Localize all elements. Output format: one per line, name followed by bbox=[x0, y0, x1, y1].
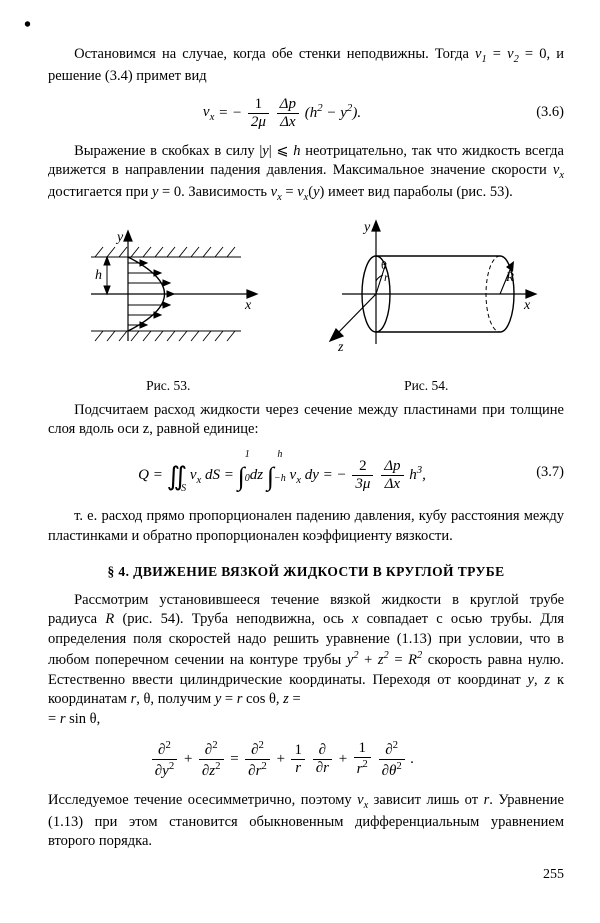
label-big-r: R bbox=[505, 269, 514, 284]
label-x: x bbox=[244, 298, 252, 313]
text: Исследуемое течение осесимметрично, поэт… bbox=[48, 792, 357, 808]
paragraph-3: Подсчитаем расход жидкости через сечение… bbox=[48, 401, 564, 440]
text: Зависимость bbox=[185, 184, 271, 200]
text: Остановимся на случае, когда обе стенки … bbox=[74, 46, 475, 62]
label-x: x bbox=[523, 298, 531, 313]
page-top-mark: • bbox=[24, 12, 564, 39]
equation-body: vx = − 12μ ΔpΔx (h2 − y2). bbox=[48, 97, 516, 130]
label-z: z bbox=[337, 340, 344, 355]
text: зависит лишь от bbox=[368, 792, 483, 808]
figures-row: h y x Рис. 53. bbox=[48, 219, 564, 395]
text: имеет вид параболы (рис. 53). bbox=[324, 184, 512, 200]
paragraph-2: Выражение в скобках в силу |y| ⩽ h неотр… bbox=[48, 142, 564, 206]
inline-math: y = r cos θ, z = bbox=[215, 691, 301, 707]
page: • Остановимся на случае, когда обе стенк… bbox=[0, 0, 600, 905]
label-r: r bbox=[384, 270, 389, 284]
inline-math: vx = vx(y) bbox=[271, 184, 325, 200]
text: Выражение в скобках в силу bbox=[74, 143, 259, 159]
equation-laplacian: ∂2∂y2 + ∂2∂z2 = ∂2∂r2 + 1r ∂∂r + 1r2 ∂2∂… bbox=[48, 740, 564, 779]
equation-body: Q = ∬S vx dS = ∫10dz ∫h−h vx dy = − 23μ … bbox=[48, 450, 516, 496]
paragraph-4: т. е. расход прямо пропорционален падени… bbox=[48, 507, 564, 546]
page-number: 255 bbox=[48, 866, 564, 885]
equation-body: ∂2∂y2 + ∂2∂z2 = ∂2∂r2 + 1r ∂∂r + 1r2 ∂2∂… bbox=[48, 740, 516, 779]
inline-math: y2 + z2 = R2 bbox=[347, 652, 422, 668]
text: получим bbox=[154, 691, 215, 707]
equation-3-7: Q = ∬S vx dS = ∫10dz ∫h−h vx dy = − 23μ … bbox=[48, 450, 564, 496]
paragraph-6: Исследуемое течение осесимметрично, поэт… bbox=[48, 791, 564, 852]
equation-number: (3.7) bbox=[516, 463, 564, 483]
paragraph-5: Рассмотрим установившееся течение вязкой… bbox=[48, 591, 564, 730]
label-y: y bbox=[362, 220, 371, 235]
inline-math: r, θ, bbox=[131, 691, 154, 707]
inline-math: v1 = v2 = 0, bbox=[475, 46, 550, 62]
figure-54-caption: Рис. 54. bbox=[314, 377, 539, 395]
label-h: h bbox=[95, 268, 102, 283]
inline-math: y = 0. bbox=[152, 184, 185, 200]
figure-54-svg: r θ R y x z bbox=[314, 219, 539, 364]
figure-53: h y x Рис. 53. bbox=[73, 229, 263, 395]
label-theta: θ bbox=[381, 258, 387, 272]
equation-number: (3.6) bbox=[516, 103, 564, 123]
section-heading: § 4. ДВИЖЕНИЕ ВЯЗКОЙ ЖИДКОСТИ В КРУГЛОЙ … bbox=[48, 563, 564, 581]
inline-math: y, z bbox=[528, 672, 551, 688]
inline-math: vx bbox=[553, 162, 564, 178]
label-y: y bbox=[115, 230, 124, 245]
text: (рис. 54). Труба неподвижна, ось bbox=[114, 611, 352, 627]
equation-3-6: vx = − 12μ ΔpΔx (h2 − y2). (3.6) bbox=[48, 97, 564, 130]
figure-54: r θ R y x z Рис. 54. bbox=[314, 219, 539, 395]
paragraph-1: Остановимся на случае, когда обе стенки … bbox=[48, 45, 564, 87]
inline-math: |y| ⩽ h bbox=[259, 143, 300, 159]
figure-53-caption: Рис. 53. bbox=[73, 377, 263, 395]
text: достигается при bbox=[48, 184, 152, 200]
figure-53-svg: h y x bbox=[73, 229, 263, 364]
